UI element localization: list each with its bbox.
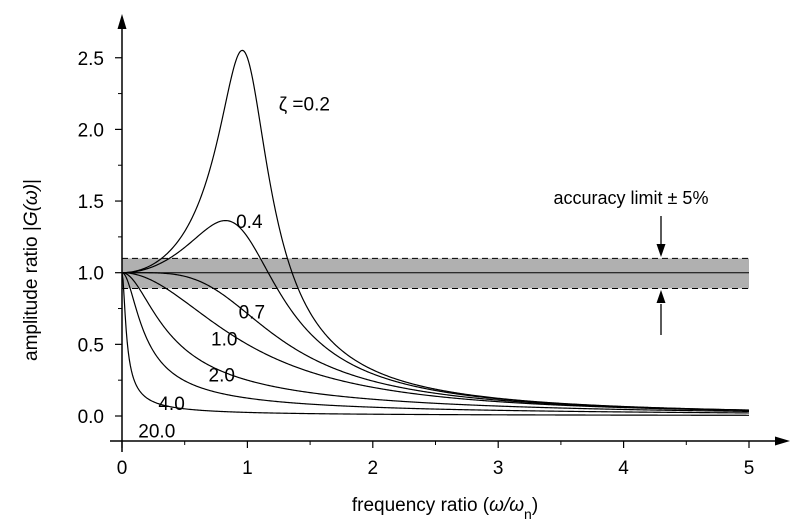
arrow-up-head bbox=[656, 290, 666, 303]
y-tick-label: 2.5 bbox=[78, 49, 104, 70]
curve-zeta-0-2 bbox=[121, 49, 750, 411]
ticks-group: 0 1 2 3 4 5 0.0 0.5 1.0 1.5 2.0 2.5 bbox=[78, 49, 755, 479]
curve-label-zeta-1: 1.0 bbox=[211, 330, 237, 351]
y-tick-label: 0.5 bbox=[78, 335, 104, 356]
x-tick-label: 1 bbox=[242, 458, 253, 479]
annotation-accuracy-limit: accuracy limit ± 5% bbox=[554, 188, 709, 208]
arrow-down-head bbox=[656, 244, 666, 257]
curve-zeta-2 bbox=[121, 272, 750, 413]
curve-zeta-4 bbox=[121, 272, 750, 414]
y-tick-label: 0.0 bbox=[78, 407, 104, 428]
curves-group bbox=[121, 49, 750, 416]
x-tick-label: 0 bbox=[117, 458, 128, 479]
y-axis-title: amplitude ratio |G(ω)| bbox=[21, 179, 42, 361]
x-tick-label: 2 bbox=[368, 458, 379, 479]
curve-label-zeta-20: 20.0 bbox=[138, 421, 175, 442]
accuracy-band bbox=[122, 257, 749, 289]
x-tick-label: 5 bbox=[744, 458, 755, 479]
x-axis-arrowhead bbox=[775, 436, 790, 446]
curve-label-zeta-0-7: 0.7 bbox=[239, 302, 265, 323]
curve-labels-group: ζ =0.2 0.4 0.71.0 2.0 4.0 20.0 bbox=[138, 95, 330, 443]
y-tick-label: 1.5 bbox=[78, 192, 104, 213]
annotation-arrows bbox=[656, 216, 666, 335]
curve-label-zeta-2: 2.0 bbox=[209, 365, 235, 386]
axes-group bbox=[110, 14, 790, 452]
y-tick-label: 1.0 bbox=[78, 264, 104, 285]
curve-zeta-20 bbox=[121, 272, 749, 416]
curve-label-zeta-0-2: ζ =0.2 bbox=[279, 95, 330, 116]
y-axis-arrowhead bbox=[117, 14, 127, 29]
band-fill bbox=[122, 258, 749, 289]
x-tick-label: 3 bbox=[493, 458, 504, 479]
curve-zeta-1 bbox=[121, 272, 750, 412]
curve-label-zeta-4: 4.0 bbox=[158, 394, 184, 415]
x-tick-label: 4 bbox=[618, 458, 629, 479]
curve-label-zeta-0-4: 0.4 bbox=[236, 212, 263, 233]
x-axis-title: frequency ratio (ω/ωn) bbox=[352, 495, 538, 522]
y-tick-label: 2.0 bbox=[78, 120, 104, 141]
